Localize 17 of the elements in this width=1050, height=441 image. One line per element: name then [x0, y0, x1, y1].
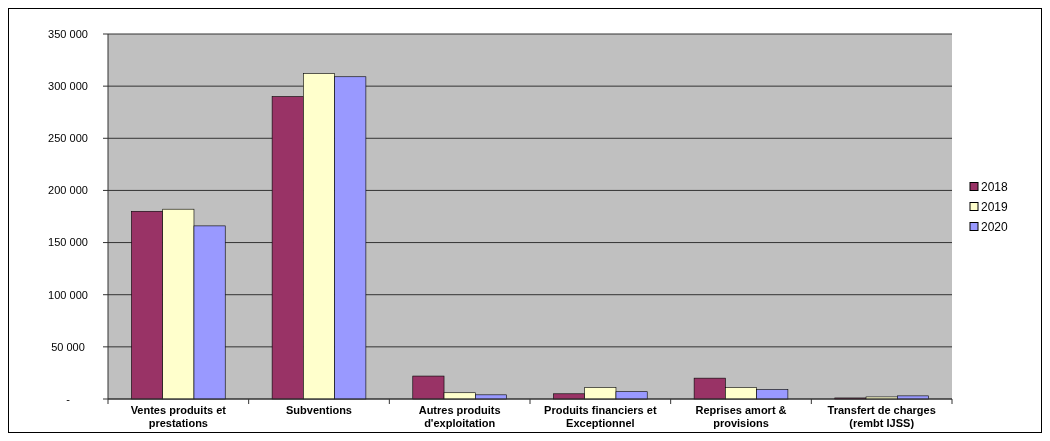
y-tick-label: 250 000 — [48, 132, 88, 145]
y-tick-label: 300 000 — [48, 79, 88, 92]
legend-label: 2018 — [981, 179, 1009, 194]
x-tick-label: Produits financiers et Exceptionnel — [544, 404, 657, 429]
y-tick-label: 100 000 — [48, 288, 88, 301]
y-tick-label: 50 000 — [51, 340, 85, 353]
x-tick-label: Ventes produits et prestations — [130, 404, 227, 429]
x-tick-label: Reprises amort & provisions — [695, 404, 787, 429]
y-tick-label: 350 000 — [48, 27, 88, 40]
x-tick-label: Subventions — [285, 404, 353, 416]
x-tick-label: Autres produits d'exploitation — [418, 404, 501, 429]
legend-label: 2019 — [981, 199, 1009, 214]
legend-label: 2020 — [981, 219, 1009, 234]
y-tick-label: 150 000 — [48, 236, 88, 249]
y-tick-label: - — [66, 392, 71, 405]
y-tick-label: 200 000 — [48, 184, 88, 197]
x-tick-label: Transfert de charges (rembt IJSS) — [827, 404, 936, 429]
